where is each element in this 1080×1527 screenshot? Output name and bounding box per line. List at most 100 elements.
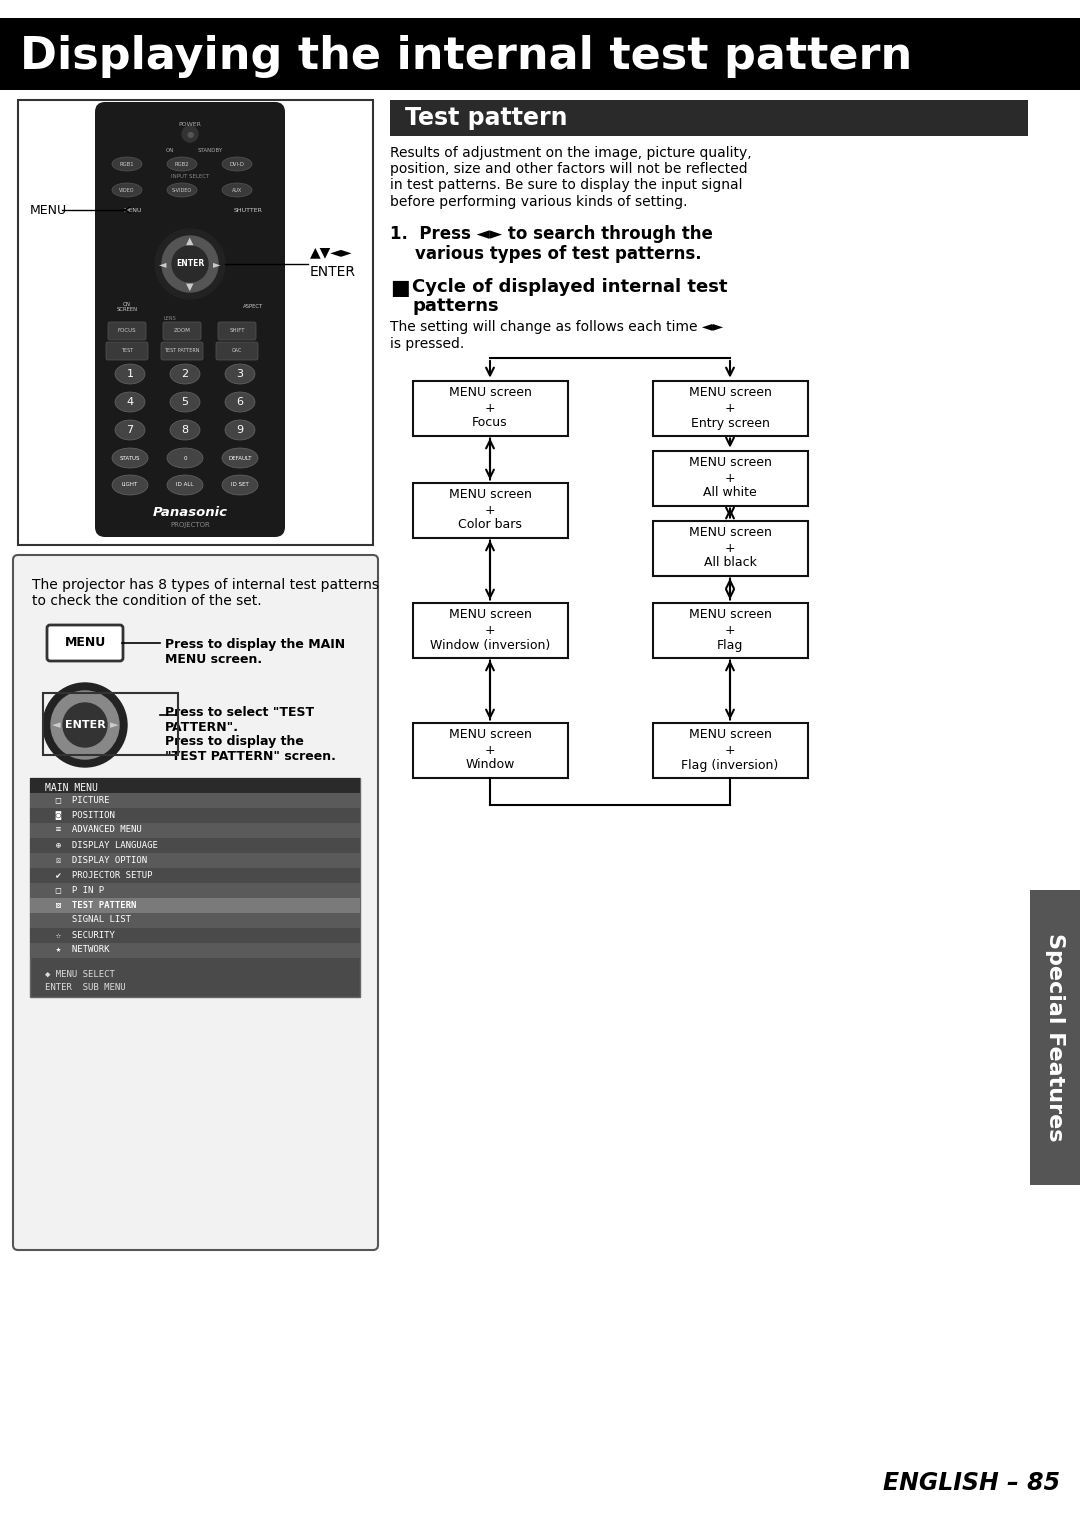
Ellipse shape (222, 475, 258, 495)
Ellipse shape (112, 447, 148, 467)
Text: ■: ■ (390, 278, 409, 298)
Ellipse shape (167, 447, 203, 467)
Text: ⊕  DISPLAY LANGUAGE: ⊕ DISPLAY LANGUAGE (45, 840, 158, 849)
Text: ENTER: ENTER (310, 266, 356, 279)
Text: ENTER: ENTER (176, 260, 204, 269)
Text: Press to display the MAIN
MENU screen.: Press to display the MAIN MENU screen. (165, 638, 346, 666)
FancyBboxPatch shape (161, 342, 203, 360)
Text: ON: ON (166, 148, 174, 153)
FancyBboxPatch shape (413, 722, 567, 777)
FancyBboxPatch shape (30, 808, 360, 823)
Text: PROJECTOR: PROJECTOR (171, 522, 210, 528)
Text: MENU screen
+
Flag: MENU screen + Flag (689, 608, 771, 652)
FancyBboxPatch shape (413, 380, 567, 435)
Text: 4: 4 (126, 397, 134, 408)
Text: ☆  SECURITY: ☆ SECURITY (45, 930, 114, 939)
Ellipse shape (222, 157, 252, 171)
Text: is pressed.: is pressed. (390, 337, 464, 351)
Text: MENU: MENU (123, 208, 141, 212)
Text: MENU: MENU (30, 203, 67, 217)
FancyBboxPatch shape (413, 603, 567, 658)
FancyBboxPatch shape (390, 99, 1028, 136)
Ellipse shape (167, 157, 197, 171)
Ellipse shape (170, 420, 200, 440)
Text: MENU screen
+
Focus: MENU screen + Focus (448, 386, 531, 429)
Text: POWER: POWER (178, 122, 202, 127)
Text: ▼: ▼ (186, 282, 193, 292)
FancyBboxPatch shape (30, 777, 360, 997)
FancyBboxPatch shape (13, 554, 378, 1251)
Ellipse shape (114, 420, 145, 440)
Text: The projector has 8 types of internal test patterns
to check the condition of th: The projector has 8 types of internal te… (32, 579, 379, 608)
Ellipse shape (114, 363, 145, 383)
Ellipse shape (170, 392, 200, 412)
Text: 1.  Press ◄► to search through the: 1. Press ◄► to search through the (390, 224, 713, 243)
Ellipse shape (167, 183, 197, 197)
Text: ▲: ▲ (186, 237, 193, 246)
FancyBboxPatch shape (18, 99, 373, 545)
Ellipse shape (112, 475, 148, 495)
FancyBboxPatch shape (652, 521, 808, 576)
Text: ENGLISH – 85: ENGLISH – 85 (882, 1471, 1059, 1495)
Ellipse shape (112, 183, 141, 197)
Text: MENU screen
+
Flag (inversion): MENU screen + Flag (inversion) (681, 728, 779, 771)
FancyBboxPatch shape (218, 322, 256, 341)
Text: MENU screen
+
All white: MENU screen + All white (689, 457, 771, 499)
Text: MAIN MENU: MAIN MENU (45, 783, 98, 793)
Text: The setting will change as follows each time ◄►: The setting will change as follows each … (390, 321, 724, 334)
Text: Test pattern: Test pattern (405, 105, 567, 130)
Ellipse shape (170, 363, 200, 383)
Text: 8: 8 (181, 425, 189, 435)
Text: ●: ● (187, 130, 193, 139)
Text: MENU screen
+
Window (inversion): MENU screen + Window (inversion) (430, 608, 550, 652)
FancyBboxPatch shape (0, 18, 1080, 90)
Text: 3: 3 (237, 370, 243, 379)
Text: MENU screen
+
Window: MENU screen + Window (448, 728, 531, 771)
FancyBboxPatch shape (30, 793, 360, 808)
Text: 2: 2 (181, 370, 189, 379)
Circle shape (162, 237, 218, 292)
Text: STANDBY: STANDBY (198, 148, 222, 153)
Text: Displaying the internal test pattern: Displaying the internal test pattern (21, 35, 913, 78)
Text: MENU screen
+
Entry screen: MENU screen + Entry screen (689, 386, 771, 429)
Text: OAC: OAC (232, 348, 242, 353)
Text: patterns: patterns (411, 296, 499, 315)
Text: ON
SCREEN: ON SCREEN (117, 302, 137, 313)
Text: Press to display the
"TEST PATTERN" screen.: Press to display the "TEST PATTERN" scre… (165, 734, 336, 764)
Text: ◆ MENU SELECT: ◆ MENU SELECT (45, 970, 114, 979)
FancyBboxPatch shape (30, 854, 360, 867)
Text: 1: 1 (126, 370, 134, 379)
FancyBboxPatch shape (652, 450, 808, 505)
FancyBboxPatch shape (30, 913, 360, 928)
Text: TEST PATTERN: TEST PATTERN (164, 348, 200, 353)
Text: various types of test patterns.: various types of test patterns. (415, 244, 702, 263)
Text: S-VIDEO: S-VIDEO (172, 188, 192, 192)
Text: RGB1: RGB1 (120, 162, 134, 166)
Text: Cycle of displayed internal test: Cycle of displayed internal test (411, 278, 728, 296)
Text: Panasonic: Panasonic (152, 505, 228, 519)
Ellipse shape (222, 447, 258, 467)
FancyBboxPatch shape (48, 625, 123, 661)
Circle shape (63, 702, 107, 747)
Text: ENTER  SUB MENU: ENTER SUB MENU (45, 982, 125, 991)
Text: LIGHT: LIGHT (122, 483, 138, 487)
Text: ID SET: ID SET (231, 483, 248, 487)
Text: ENTER: ENTER (65, 721, 106, 730)
Text: LENS: LENS (164, 316, 176, 322)
FancyBboxPatch shape (652, 380, 808, 435)
FancyBboxPatch shape (652, 722, 808, 777)
Text: ◙  POSITION: ◙ POSITION (45, 811, 114, 820)
Text: ►: ► (213, 260, 220, 269)
Text: RGB2: RGB2 (175, 162, 189, 166)
Text: 5: 5 (181, 397, 189, 408)
FancyBboxPatch shape (30, 823, 360, 838)
Text: SHUTTER: SHUTTER (234, 208, 264, 212)
Text: SIGNAL LIST: SIGNAL LIST (45, 916, 131, 924)
Text: Results of adjustment on the image, picture quality,
position, size and other fa: Results of adjustment on the image, pict… (390, 147, 752, 209)
Ellipse shape (114, 392, 145, 412)
Circle shape (51, 692, 119, 759)
Text: MENU screen
+
All black: MENU screen + All black (689, 527, 771, 570)
FancyBboxPatch shape (30, 838, 360, 854)
FancyBboxPatch shape (30, 898, 360, 913)
Text: MENU screen
+
Color bars: MENU screen + Color bars (448, 489, 531, 531)
